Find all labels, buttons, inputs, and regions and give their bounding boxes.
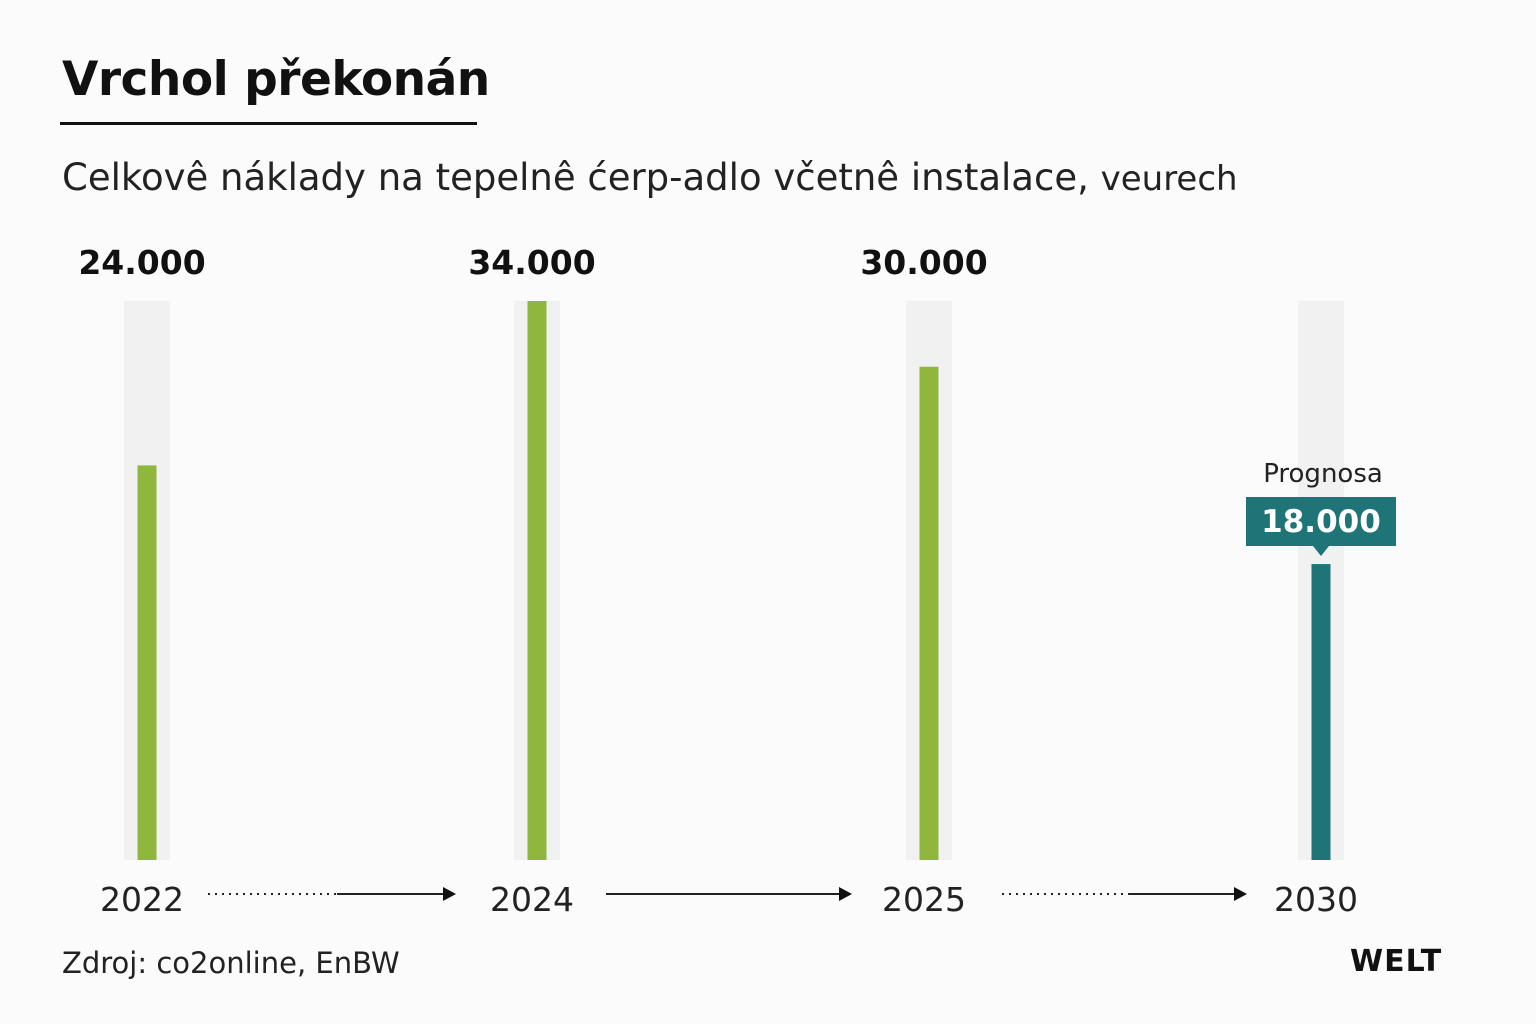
year-label: 2030 xyxy=(1274,880,1358,919)
data-bar xyxy=(137,465,157,860)
chart-title: Vrchol překonán xyxy=(62,52,490,107)
year-label: 2022 xyxy=(100,880,184,919)
subtitle-unit: veurech xyxy=(1100,159,1238,199)
chart-subtitle: Celkovê náklady na tepelnê ćerp-adlo vče… xyxy=(62,156,1238,199)
timeline-arrowhead-icon xyxy=(443,887,456,901)
forecast-label: Prognosa xyxy=(1263,459,1383,489)
forecast-bar xyxy=(1311,564,1331,860)
forecast-value-box xyxy=(1246,497,1396,546)
source-note: Zdroj: co2online, EnBW xyxy=(62,946,400,980)
timeline-arrowhead-icon xyxy=(1234,887,1247,901)
data-bar xyxy=(527,301,547,860)
welt-logo: WELT xyxy=(1350,944,1443,979)
value-label: 30.000 xyxy=(860,243,987,282)
title-underline xyxy=(60,122,477,125)
value-label: 34.000 xyxy=(468,243,595,282)
timeline-arrowhead-icon xyxy=(839,887,852,901)
year-label: 2024 xyxy=(490,880,574,919)
year-label: 2025 xyxy=(882,880,966,919)
forecast-value-label: 18.000 xyxy=(1261,504,1381,540)
forecast-pointer-icon xyxy=(1313,546,1329,556)
value-label: 24.000 xyxy=(78,243,205,282)
data-bar xyxy=(919,366,939,860)
subtitle-text: Celkovê náklady na tepelnê ćerp-adlo vče… xyxy=(62,156,1089,199)
